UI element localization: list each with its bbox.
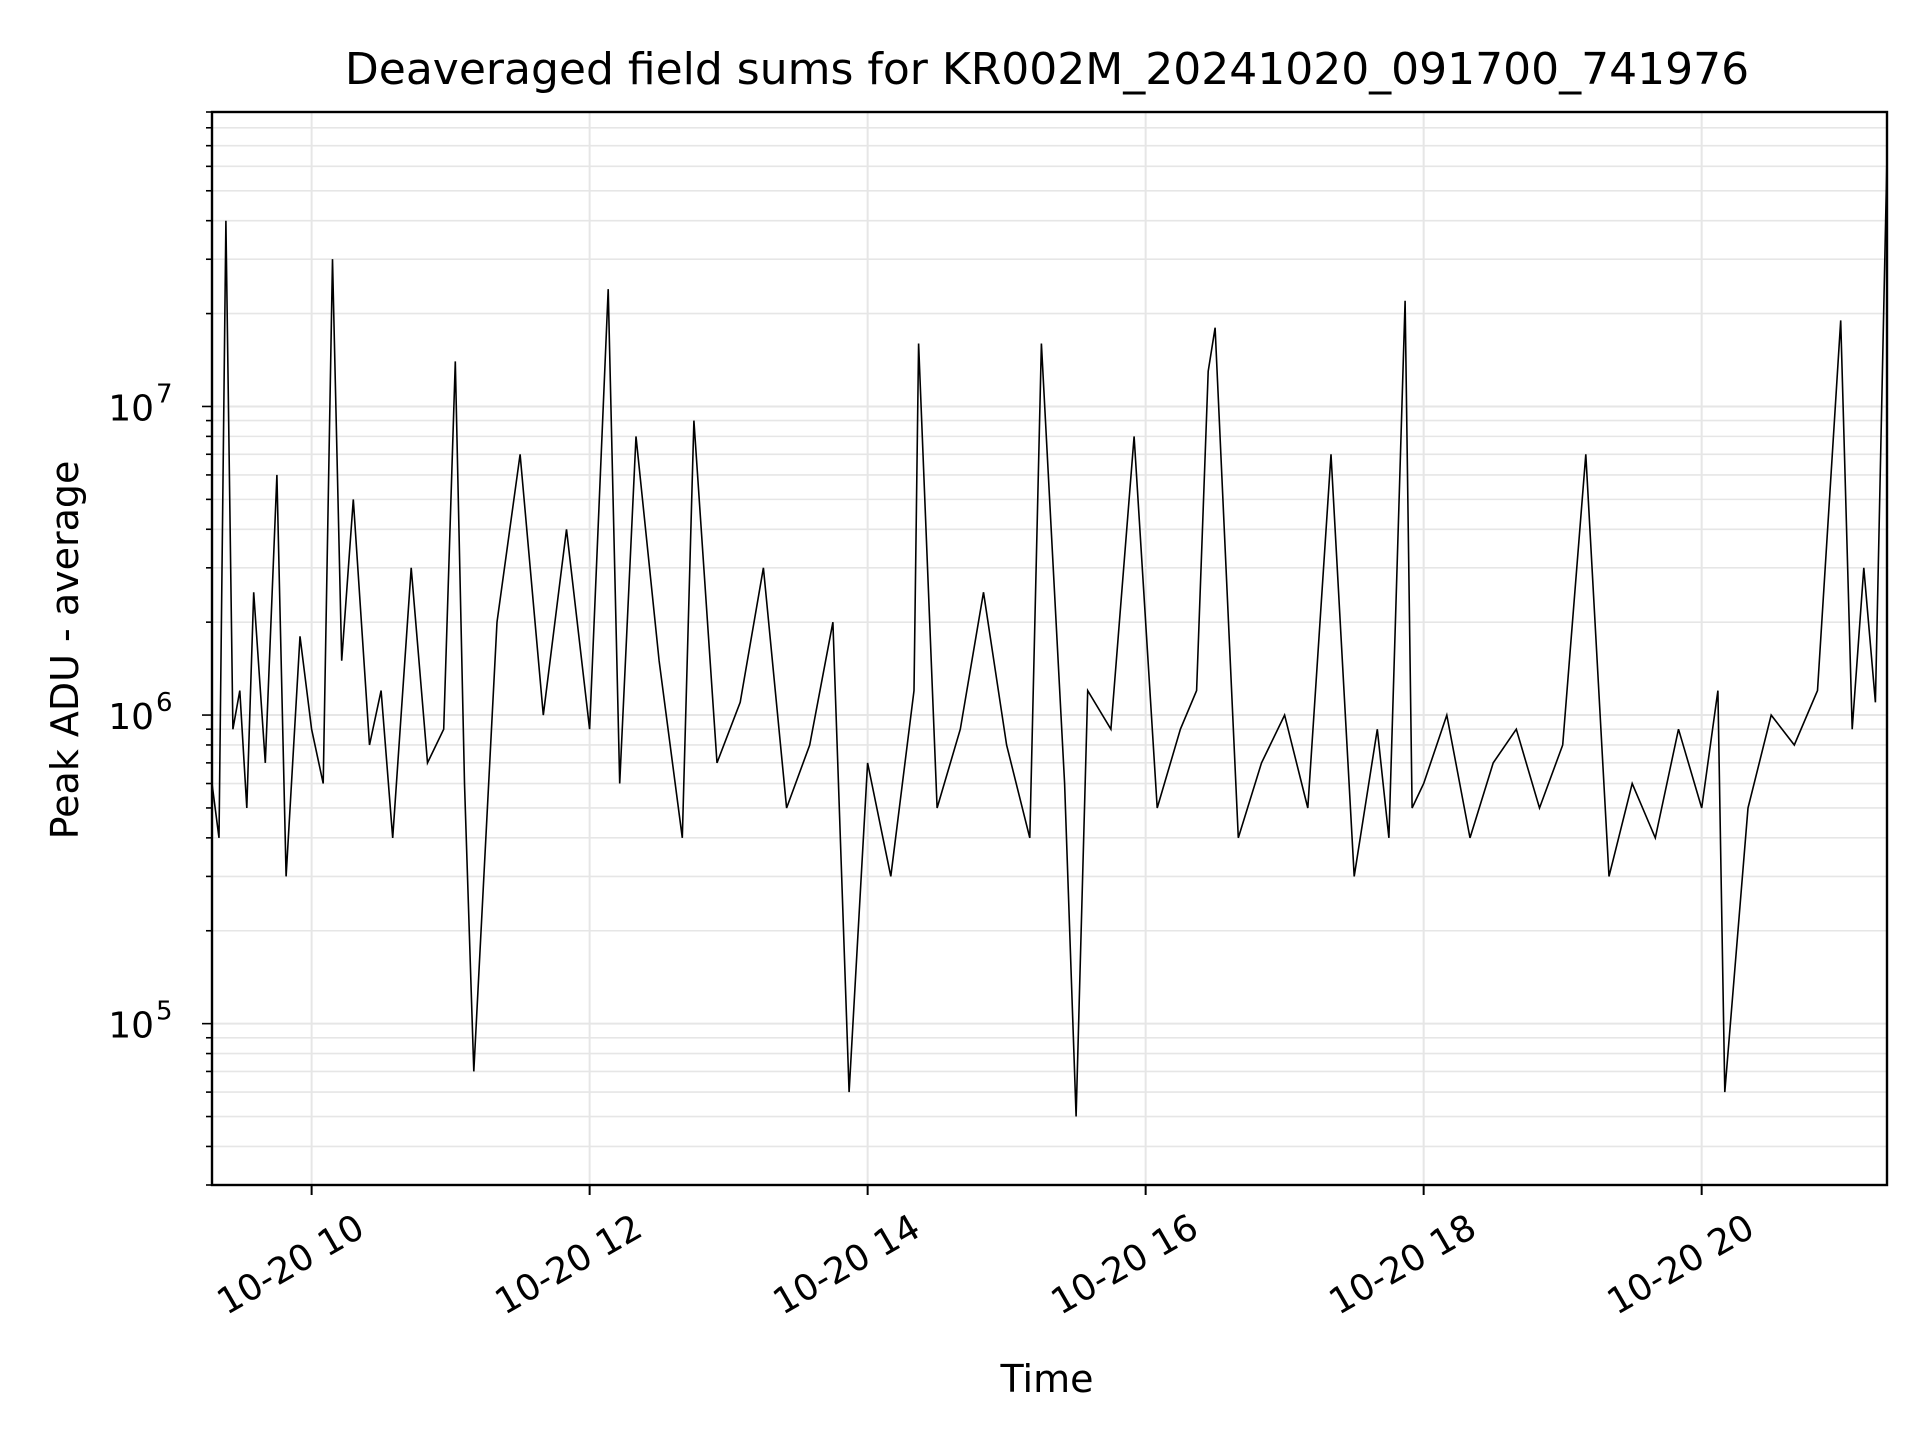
chart-title: Deaveraged field sums for KR002M_2024102… <box>345 44 1749 95</box>
y-tick-exponent: 7 <box>156 379 173 409</box>
y-tick-label: 10 <box>108 1006 154 1047</box>
y-tick-base: 10 <box>108 1006 154 1047</box>
y-tick-base: 10 <box>108 388 154 429</box>
x-axis-label: Time <box>1000 1357 1094 1401</box>
y-tick-exponent: 6 <box>156 688 173 718</box>
y-tick-label: 10 <box>108 697 154 738</box>
grid-lines <box>202 111 1887 1186</box>
y-tick-exponent: 5 <box>156 997 173 1027</box>
y-axis-label: Peak ADU - average <box>43 461 87 840</box>
y-tick-label: 10 <box>108 388 154 429</box>
y-tick-base: 10 <box>108 697 154 738</box>
axes-frame <box>210 110 1889 1187</box>
series-line <box>211 155 1888 1117</box>
